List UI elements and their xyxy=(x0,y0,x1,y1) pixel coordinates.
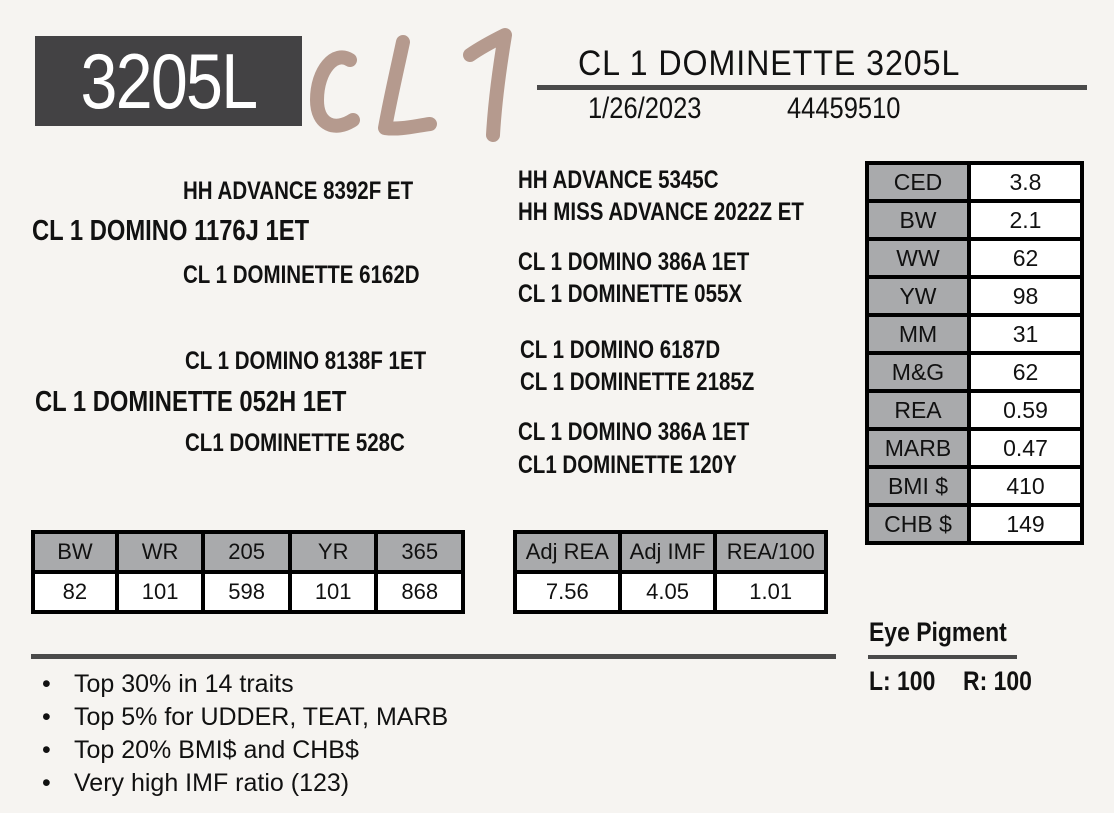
birth-date: 1/26/2023 xyxy=(588,92,702,125)
epd-label: CED xyxy=(865,161,971,203)
epd-row: BW 2.1 xyxy=(865,199,1084,241)
epd-row: BMI $410 xyxy=(865,465,1084,507)
epd-value: 0.47 xyxy=(967,427,1084,469)
epd-label: MM xyxy=(865,313,971,355)
bullet-icon: • xyxy=(42,736,51,764)
epd-label: M&G xyxy=(865,351,971,393)
header-cell: Adj REA xyxy=(513,530,622,574)
carcass-table: Adj REA Adj IMF REA/100 7.56 4.05 1.01 xyxy=(513,530,828,614)
header-cell: REA/100 xyxy=(713,530,828,574)
epd-value: 31 xyxy=(967,313,1084,355)
note-item: • Very high IMF ratio (123) xyxy=(42,769,350,797)
weights-value-row: 82 101 598 101 868 xyxy=(31,570,465,614)
epd-label: MARB xyxy=(865,427,971,469)
pedigree-dam-sire-dam: CL 1 DOMINETTE 2185Z xyxy=(520,368,755,396)
epd-label: YW xyxy=(865,275,971,317)
value-cell: 7.56 xyxy=(513,570,622,614)
header-cell: Adj IMF xyxy=(617,530,718,574)
bullet-icon: • xyxy=(42,769,51,797)
epd-value: 62 xyxy=(967,351,1084,393)
header-divider xyxy=(537,85,1087,90)
bullet-icon: • xyxy=(42,703,51,731)
value-cell: 82 xyxy=(31,570,119,614)
lot-number: 3205L xyxy=(80,37,259,125)
pedigree-dam: CL 1 DOMINETTE 052H 1ET xyxy=(35,386,347,418)
cl1-logo xyxy=(310,28,512,142)
pedigree-dam-sire-sire: CL 1 DOMINO 6187D xyxy=(520,336,721,364)
eye-pigment-left: L: 100 xyxy=(869,666,936,696)
pedigree-dam-sire: CL 1 DOMINO 8138F 1ET xyxy=(185,347,427,375)
value-cell: 868 xyxy=(374,570,465,614)
epd-value: 149 xyxy=(967,503,1084,545)
carcass-value-row: 7.56 4.05 1.01 xyxy=(513,570,828,614)
epd-row: M&G 62 xyxy=(865,351,1084,393)
pedigree-sire-dam: CL 1 DOMINETTE 6162D xyxy=(183,261,420,289)
pedigree-sire-sire-dam: HH MISS ADVANCE 2022Z ET xyxy=(518,198,804,226)
pedigree-sire-sire-sire: HH ADVANCE 5345C xyxy=(518,166,719,194)
header-cell: YR xyxy=(287,530,379,574)
lot-number-box: 3205L xyxy=(35,36,302,126)
note-item: • Top 30% in 14 traits xyxy=(42,670,294,698)
value-cell: 1.01 xyxy=(713,570,828,614)
pedigree-sire-dam-sire: CL 1 DOMINO 386A 1ET xyxy=(518,248,750,276)
notes-divider xyxy=(31,654,836,659)
epd-row: MM 31 xyxy=(865,313,1084,355)
epd-row: YW 98 xyxy=(865,275,1084,317)
epd-value: 410 xyxy=(967,465,1084,507)
pedigree-dam-dam: CL1 DOMINETTE 528C xyxy=(185,429,405,457)
header-cell: 365 xyxy=(374,530,465,574)
epd-label: WW xyxy=(865,237,971,279)
epd-label: BW xyxy=(865,199,971,241)
epd-label: BMI $ xyxy=(865,465,971,507)
value-cell: 101 xyxy=(287,570,379,614)
pedigree-sire-sire: HH ADVANCE 8392F ET xyxy=(183,177,414,205)
value-cell: 598 xyxy=(201,570,292,614)
epd-row: WW 62 xyxy=(865,237,1084,279)
pedigree-sire: CL 1 DOMINO 1176J 1ET xyxy=(32,215,310,247)
weights-header-row: BW WR 205 YR 365 xyxy=(31,530,465,574)
epd-value: 62 xyxy=(967,237,1084,279)
note-item: • Top 20% BMI$ and CHB$ xyxy=(42,736,359,764)
eye-pigment-right: R: 100 xyxy=(963,666,1032,696)
epd-value: 2.1 xyxy=(967,199,1084,241)
header-cell: BW xyxy=(31,530,119,574)
epd-label: REA xyxy=(865,389,971,431)
value-cell: 101 xyxy=(114,570,206,614)
epd-label: CHB $ xyxy=(865,503,971,545)
epd-row: CHB $149 xyxy=(865,503,1084,545)
epd-table: CED 3.8 BW 2.1 WW 62 YW 98 MM 31 M&G 62 REA 0.5… xyxy=(865,161,1084,545)
eye-pigment-underline xyxy=(868,655,1017,659)
value-cell: 4.05 xyxy=(617,570,718,614)
epd-value: 98 xyxy=(967,275,1084,317)
eye-pigment-title: Eye Pigment xyxy=(869,617,1007,647)
weights-table: BW WR 205 YR 365 82 101 598 101 868 xyxy=(31,530,465,614)
note-item: • Top 5% for UDDER, TEAT, MARB xyxy=(42,703,449,731)
pedigree-dam-dam-dam: CL1 DOMINETTE 120Y xyxy=(518,451,737,479)
pedigree-sire-dam-dam: CL 1 DOMINETTE 055X xyxy=(518,280,743,308)
carcass-header-row: Adj REA Adj IMF REA/100 xyxy=(513,530,828,574)
bullet-icon: • xyxy=(42,670,51,698)
epd-value: 3.8 xyxy=(967,161,1084,203)
animal-name: CL 1 DOMINETTE 3205L xyxy=(578,44,961,83)
registration-number: 44459510 xyxy=(787,92,901,125)
epd-row: REA 0.59 xyxy=(865,389,1084,431)
epd-row: CED 3.8 xyxy=(865,161,1084,203)
epd-value: 0.59 xyxy=(967,389,1084,431)
pedigree-dam-dam-sire: CL 1 DOMINO 386A 1ET xyxy=(518,418,750,446)
epd-row: MARB 0.47 xyxy=(865,427,1084,469)
header-cell: 205 xyxy=(201,530,292,574)
header-cell: WR xyxy=(114,530,206,574)
